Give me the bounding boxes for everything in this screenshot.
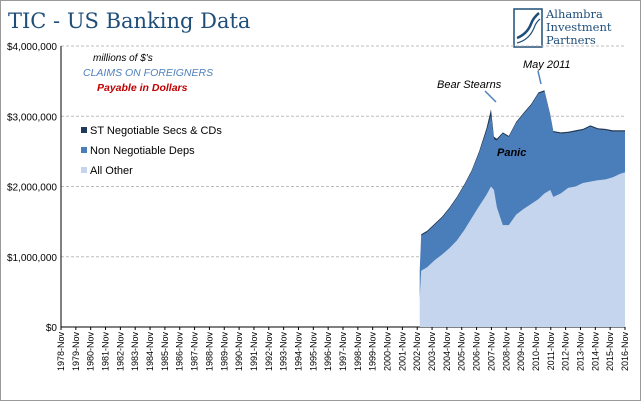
ytick-label-0: $0 (46, 323, 58, 334)
legend-swatch-other (81, 167, 87, 173)
xtick-label-37: 2015-Nov (605, 332, 615, 372)
annotation-panic: Panic (497, 147, 526, 159)
xtick-label-24: 2002-Nov (412, 332, 422, 372)
xtick-label-7: 1985-Nov (160, 332, 170, 372)
xtick-label-10: 1988-Nov (204, 332, 214, 372)
ytick-label-1: $1,000,000 (7, 253, 57, 264)
xtick-label-19: 1997-Nov (338, 332, 348, 372)
xtick-label-23: 2001-Nov (397, 332, 407, 372)
legend-swatch-nonneg (81, 147, 87, 153)
xtick-label-13: 1991-Nov (249, 332, 259, 372)
area-non-negotiable-deps (419, 91, 625, 299)
page-title: TIC - US Banking Data (8, 9, 251, 33)
ytick-label-3: $3,000,000 (7, 112, 57, 123)
xtick-label-12: 1990-Nov (234, 332, 244, 372)
logo-mark-icon (513, 8, 543, 48)
xtick-label-22: 2000-Nov (383, 332, 393, 372)
xtick-label-2: 1980-Nov (86, 332, 96, 372)
xtick-label-25: 2003-Nov (427, 332, 437, 372)
xtick-label-14: 1992-Nov (264, 332, 274, 372)
area-all-other (419, 172, 625, 327)
xtick-label-15: 1993-Nov (279, 332, 289, 372)
annotation-units: millions of $'s (93, 53, 153, 64)
xtick-label-1: 1979-Nov (71, 332, 81, 372)
xtick-label-38: 2016-Nov (620, 332, 630, 372)
xtick-label-26: 2004-Nov (442, 332, 452, 372)
xtick-label-18: 1996-Nov (323, 332, 333, 372)
xtick-label-31: 2009-Nov (516, 332, 526, 372)
xtick-label-30: 2008-Nov (501, 332, 511, 372)
xtick-label-33: 2011-Nov (546, 332, 556, 371)
xtick-label-35: 2013-Nov (575, 332, 585, 372)
xtick-label-36: 2014-Nov (590, 332, 600, 372)
xtick-label-34: 2012-Nov (561, 332, 571, 372)
annotation-payable: Payable in Dollars (97, 82, 188, 94)
annotation-may-2011: May 2011 (523, 59, 571, 71)
logo-text: Alhambra Investment Partners (546, 8, 612, 47)
logo-line-3: Partners (546, 33, 596, 47)
logo-line-2: Investment (546, 20, 612, 34)
xtick-label-20: 1998-Nov (353, 332, 363, 372)
legend-label-nonneg: Non Negotiable Deps (90, 145, 195, 157)
xtick-label-3: 1981-Nov (101, 332, 111, 372)
legend-item-nonneg: Non Negotiable Deps (81, 145, 222, 165)
legend-label-st: ST Negotiable Secs & CDs (90, 125, 222, 137)
xtick-label-11: 1989-Nov (219, 332, 229, 372)
xtick-label-5: 1983-Nov (130, 332, 140, 372)
xtick-label-6: 1984-Nov (145, 332, 155, 372)
legend-swatch-st (81, 127, 87, 133)
xtick-label-8: 1986-Nov (175, 332, 185, 372)
annotation-bear-arrow (484, 90, 497, 103)
company-logo: Alhambra Investment Partners (513, 8, 635, 54)
xtick-label-32: 2010-Nov (531, 332, 541, 372)
xtick-label-21: 1999-Nov (368, 332, 378, 372)
xtick-label-27: 2005-Nov (457, 332, 467, 372)
legend-item-st: ST Negotiable Secs & CDs (81, 125, 222, 145)
xtick-label-9: 1987-Nov (190, 332, 200, 372)
xtick-label-28: 2006-Nov (472, 332, 482, 372)
ytick-label-2: $2,000,000 (7, 183, 57, 194)
legend-item-other: All Other (81, 165, 222, 185)
xtick-label-29: 2007-Nov (486, 332, 496, 372)
legend-label-other: All Other (90, 165, 133, 177)
ytick-label-4: $4,000,000 (7, 42, 57, 53)
chart-legend: ST Negotiable Secs & CDs Non Negotiable … (81, 125, 222, 185)
xtick-label-16: 1994-Nov (293, 332, 303, 372)
annotation-claims: CLAIMS ON FOREIGNERS (83, 67, 213, 79)
xtick-label-0: 1978-Nov (56, 332, 66, 372)
logo-line-1: Alhambra (546, 7, 603, 21)
xtick-label-4: 1982-Nov (115, 332, 125, 372)
xtick-label-17: 1995-Nov (308, 332, 318, 372)
annotation-bear-stearns: Bear Stearns (437, 79, 502, 91)
annotation-may-arrow (537, 70, 542, 85)
